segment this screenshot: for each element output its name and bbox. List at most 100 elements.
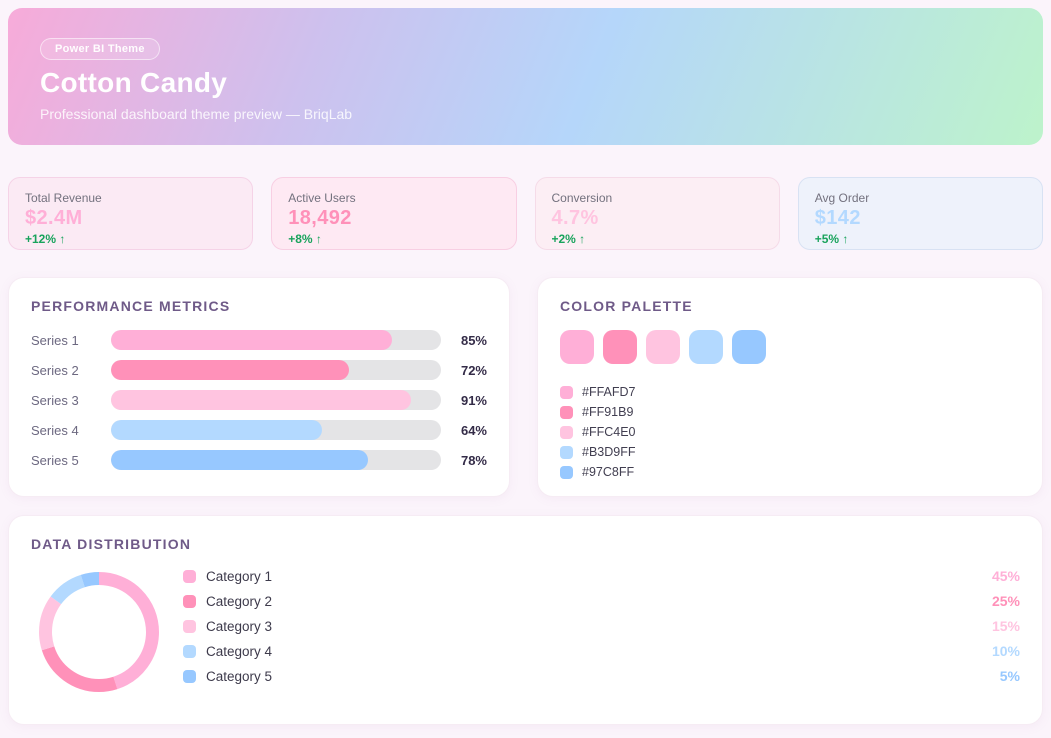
color-dot <box>560 425 573 439</box>
bar-fill <box>111 420 323 440</box>
legend-item: Category 1 <box>183 564 272 589</box>
legend-item: Category 5 <box>183 664 272 689</box>
legend-label: Category 2 <box>206 594 273 609</box>
kpi-change: +5% ↑ <box>814 232 849 246</box>
performance-metrics-card: PERFORMANCE METRICS Series 1 85% Series … <box>8 277 510 497</box>
bar-track <box>111 360 441 380</box>
bar-track <box>111 450 441 470</box>
hex-row: #FFC4E0 <box>560 422 1020 442</box>
swatch-row <box>560 330 1020 364</box>
kpi-label: Active Users <box>288 191 356 205</box>
color-dot <box>560 405 573 419</box>
bar-track <box>111 330 441 350</box>
bar-label: Series 3 <box>31 392 79 408</box>
legend-item: Category 3 <box>183 614 272 639</box>
donut-segment <box>39 572 159 692</box>
page-title: Cotton Candy <box>40 67 228 98</box>
hex-code: #FFC4E0 <box>582 425 636 439</box>
kpi-value: $142 <box>814 207 861 229</box>
legend-dot <box>183 595 196 608</box>
kpi-card-total-revenue: Total Revenue $2.4M +12% ↑ <box>8 177 254 250</box>
performance-metrics-title: PERFORMANCE METRICS <box>31 298 231 314</box>
legend-dot <box>183 645 196 658</box>
category-percent: 15% <box>991 618 1020 634</box>
bar-row: Series 3 91% <box>31 390 487 410</box>
category-percent: 5% <box>999 668 1020 684</box>
color-swatch <box>732 330 766 364</box>
legend-item: Category 4 <box>183 639 272 664</box>
legend-item: Category 2 <box>183 589 272 614</box>
dashboard-page: Power BI Theme Cotton Candy Professional… <box>8 8 1043 725</box>
kpi-value: $2.4M <box>25 207 83 229</box>
donut-segment <box>39 572 159 692</box>
color-dot <box>560 385 573 399</box>
category-percent: 25% <box>991 593 1020 609</box>
bar-fill <box>111 330 392 350</box>
bar-value: 64% <box>460 422 487 438</box>
legend-dot <box>183 570 196 583</box>
distribution-legend: Category 1 Category 2 Category 3 Categor… <box>183 564 272 689</box>
bar-fill <box>111 360 349 380</box>
bar-value: 72% <box>460 362 487 378</box>
kpi-change: +2% ↑ <box>551 232 586 246</box>
color-swatch <box>689 330 723 364</box>
kpi-label: Total Revenue <box>25 191 102 205</box>
bar-row: Series 5 78% <box>31 450 487 470</box>
bar-value: 85% <box>460 332 487 348</box>
bar-value: 78% <box>460 452 487 468</box>
bar-track <box>111 390 441 410</box>
legend-label: Category 1 <box>206 569 273 584</box>
bar-row: Series 4 64% <box>31 420 487 440</box>
legend-label: Category 5 <box>206 669 273 684</box>
hex-row: #FF91B9 <box>560 402 1020 422</box>
bar-fill <box>111 390 412 410</box>
kpi-row: Total Revenue $2.4M +12% ↑ Active Users … <box>8 177 1043 250</box>
data-distribution-title: DATA DISTRIBUTION <box>31 536 192 552</box>
category-percent: 45% <box>991 568 1020 584</box>
category-percent: 10% <box>991 643 1020 659</box>
distribution-percentages: 45% 25% 15% 10% 5% <box>992 564 1020 689</box>
bar-row: Series 2 72% <box>31 360 487 380</box>
theme-badge: Power BI Theme <box>40 38 160 60</box>
bar-row: Series 1 85% <box>31 330 487 350</box>
hex-row: #97C8FF <box>560 462 1020 482</box>
legend-label: Category 4 <box>206 644 273 659</box>
kpi-label: Conversion <box>551 191 613 205</box>
hex-code: #FF91B9 <box>582 405 634 419</box>
bar-fill <box>111 450 369 470</box>
hex-code: #97C8FF <box>582 465 635 479</box>
distribution-body: Category 1 Category 2 Category 3 Categor… <box>31 568 1020 692</box>
legend-label: Category 3 <box>206 619 273 634</box>
bar-label: Series 4 <box>31 422 79 438</box>
kpi-card-avg-order: Avg Order $142 +5% ↑ <box>797 177 1043 250</box>
bar-label: Series 5 <box>31 452 79 468</box>
color-palette-card: COLOR PALETTE #FFAFD7 #FF91B9 #FFC4E0 <box>537 277 1043 497</box>
theme-header: Power BI Theme Cotton Candy Professional… <box>8 8 1043 145</box>
kpi-label: Avg Order <box>814 191 870 205</box>
legend-dot <box>183 670 196 683</box>
color-dot <box>560 445 573 459</box>
hex-row: #B3D9FF <box>560 442 1020 462</box>
kpi-change: +12% ↑ <box>25 232 66 246</box>
bar-label: Series 2 <box>31 362 79 378</box>
color-swatch <box>646 330 680 364</box>
bar-label: Series 1 <box>31 332 79 348</box>
color-dot <box>560 465 573 479</box>
color-swatch <box>560 330 594 364</box>
page-subtitle: Professional dashboard theme preview — B… <box>40 106 353 122</box>
donut-chart-svg <box>39 572 159 692</box>
kpi-change: +8% ↑ <box>288 232 322 246</box>
data-distribution-card: DATA DISTRIBUTION Category 1 Category 2 <box>8 515 1043 725</box>
kpi-value: 4.7% <box>551 207 599 229</box>
bar-track <box>111 420 441 440</box>
color-palette-title: COLOR PALETTE <box>560 298 693 314</box>
kpi-card-conversion: Conversion 4.7% +2% ↑ <box>534 177 780 250</box>
hex-code: #FFAFD7 <box>582 385 636 399</box>
donut-segment <box>39 572 159 692</box>
bar-value: 91% <box>460 392 487 408</box>
hex-code: #B3D9FF <box>582 445 636 459</box>
distribution-donut <box>39 572 159 692</box>
color-swatch <box>603 330 637 364</box>
legend-dot <box>183 620 196 633</box>
charts-row: PERFORMANCE METRICS Series 1 85% Series … <box>8 277 1043 497</box>
